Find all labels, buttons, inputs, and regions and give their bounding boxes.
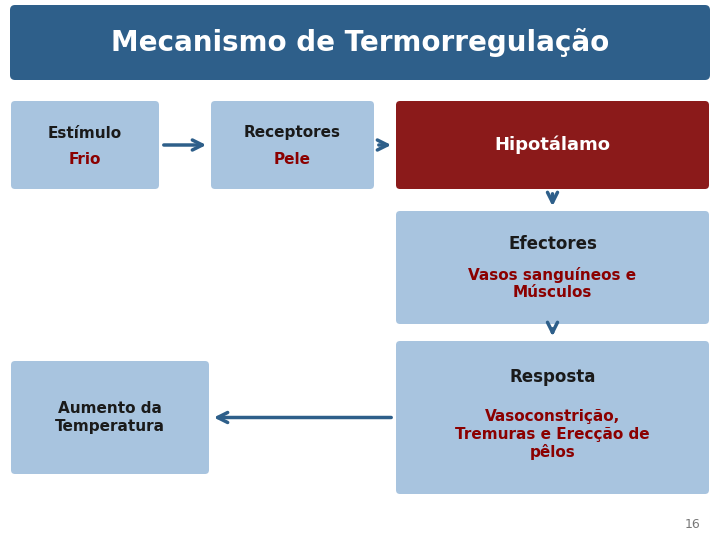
FancyBboxPatch shape <box>11 101 159 189</box>
Text: Mecanismo de Termorregulação: Mecanismo de Termorregulação <box>111 28 609 57</box>
FancyBboxPatch shape <box>396 101 709 189</box>
Text: Estímulo: Estímulo <box>48 125 122 140</box>
FancyBboxPatch shape <box>211 101 374 189</box>
Text: Efectores: Efectores <box>508 235 597 253</box>
Text: Frio: Frio <box>69 152 102 167</box>
Text: Aumento da
Temperatura: Aumento da Temperatura <box>55 401 165 434</box>
Text: Vasoconstrição,
Tremuras e Erecção de
pêlos: Vasoconstrição, Tremuras e Erecção de pê… <box>455 409 650 461</box>
Text: Pele: Pele <box>274 152 311 167</box>
Text: Receptores: Receptores <box>244 125 341 140</box>
FancyBboxPatch shape <box>10 5 710 80</box>
FancyBboxPatch shape <box>396 211 709 324</box>
FancyBboxPatch shape <box>396 341 709 494</box>
Text: Vasos sanguíneos e
Músculos: Vasos sanguíneos e Músculos <box>469 267 636 300</box>
Text: Resposta: Resposta <box>509 368 595 386</box>
FancyBboxPatch shape <box>11 361 209 474</box>
Text: 16: 16 <box>684 518 700 531</box>
Text: Hipotálamo: Hipotálamo <box>495 136 611 154</box>
